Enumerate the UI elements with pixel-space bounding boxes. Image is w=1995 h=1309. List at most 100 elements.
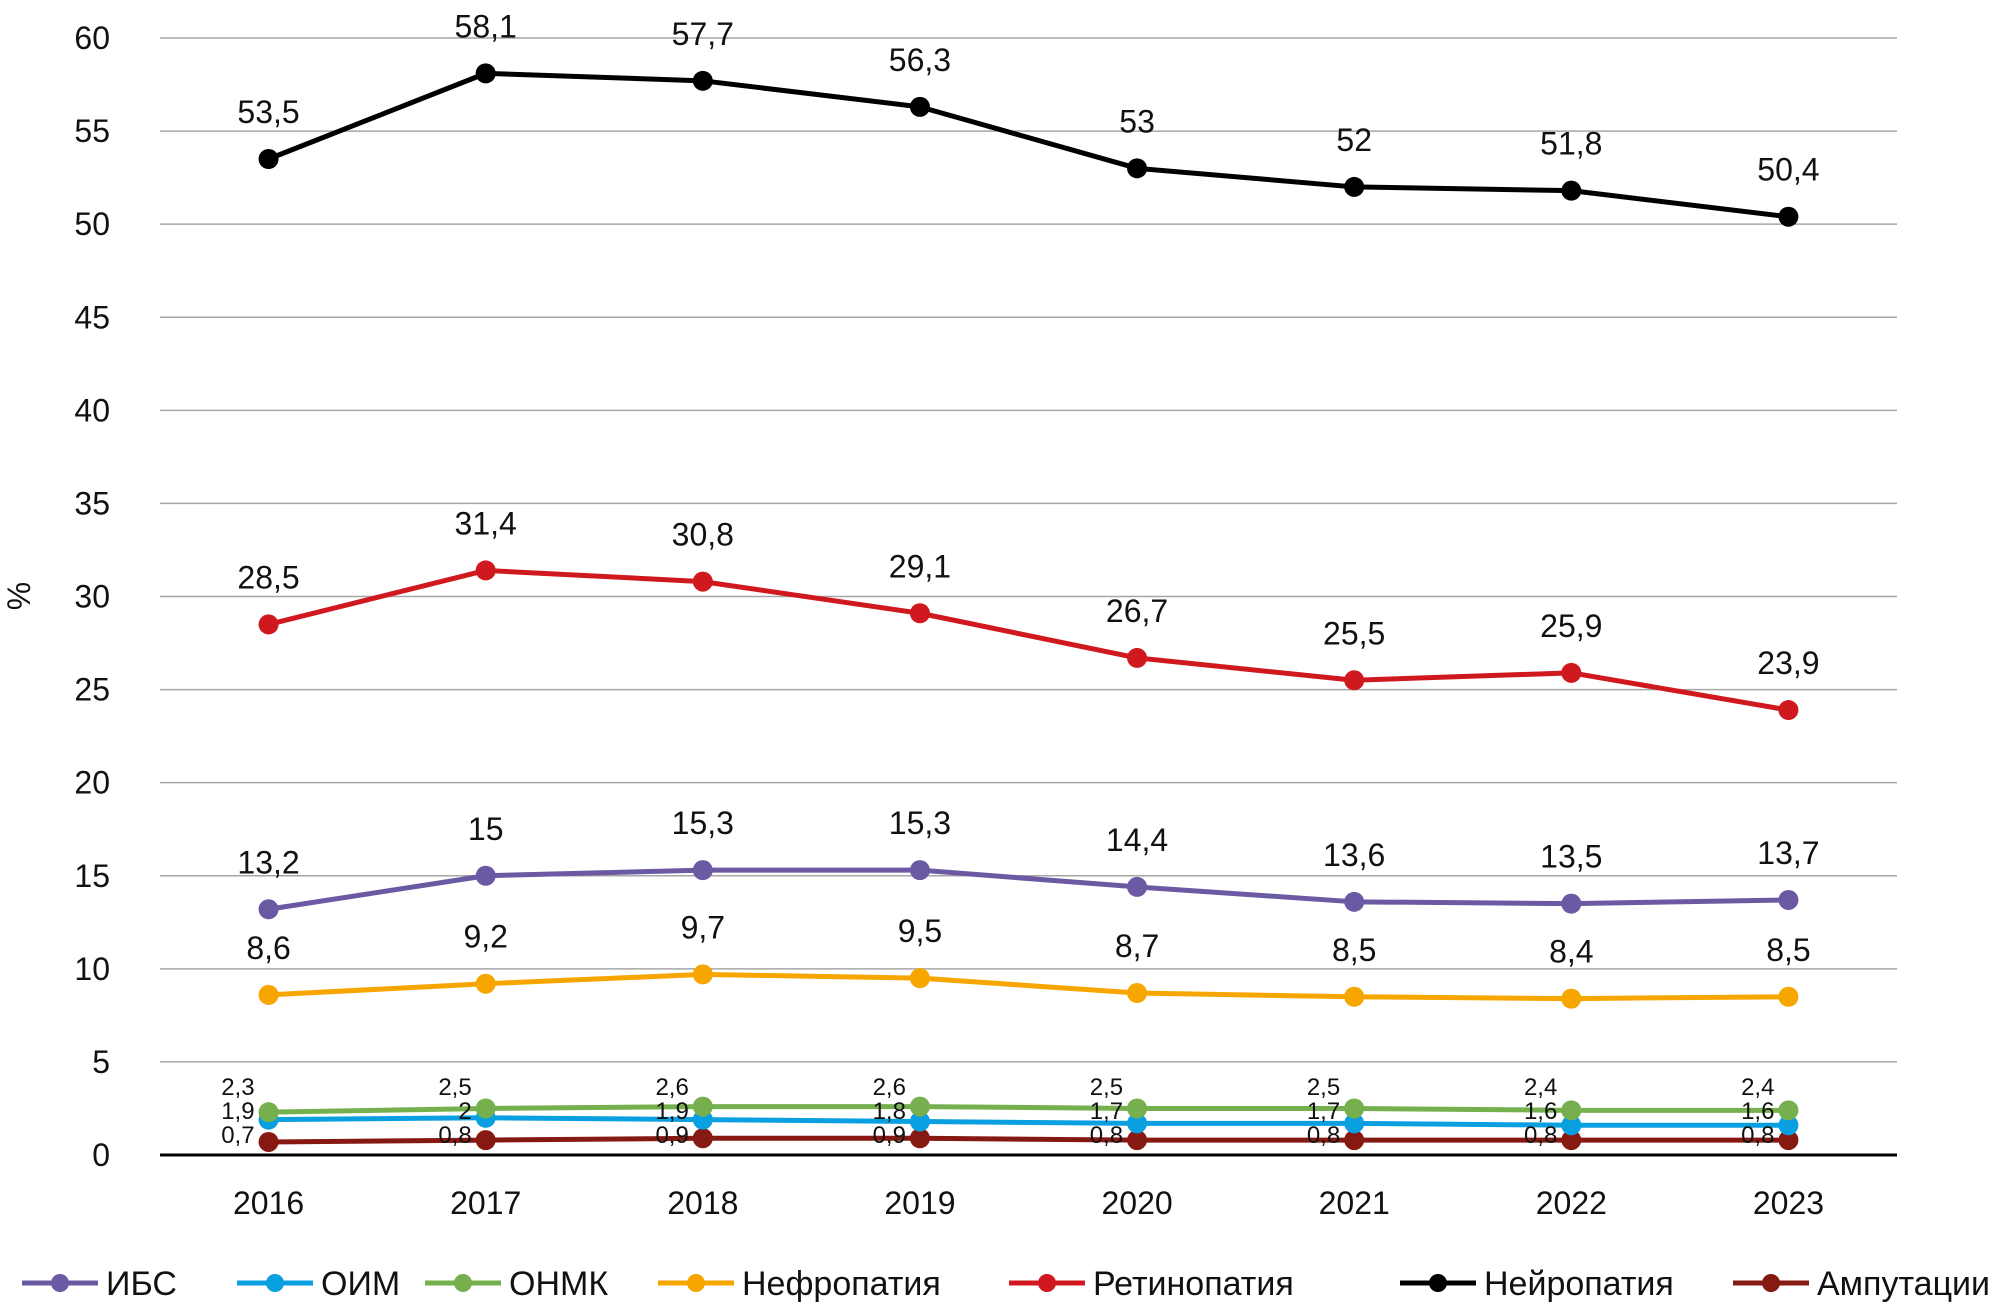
y-tick-label: 40 (74, 392, 110, 428)
legend-item-Ретинопатия: Ретинопатия (1009, 1265, 1294, 1303)
series-line-ИБС (268, 867, 1789, 912)
y-tick-label: 55 (74, 113, 110, 149)
legend-label: ОИМ (321, 1265, 400, 1303)
data-point (909, 1096, 930, 1117)
data-point (909, 860, 930, 881)
data-label: 25,5 (1323, 615, 1385, 651)
data-label: 2,5 (438, 1074, 471, 1101)
data-label: 13,6 (1323, 837, 1385, 873)
data-label: 15,3 (889, 805, 951, 841)
y-tick-label: 5 (92, 1044, 110, 1080)
data-label: 8,7 (1115, 928, 1159, 964)
data-label: 9,5 (898, 913, 942, 949)
data-label: 25,9 (1540, 608, 1602, 644)
data-label: 2,6 (873, 1074, 906, 1101)
data-label: 1,8 (873, 1098, 906, 1125)
y-tick-label: 0 (92, 1137, 110, 1173)
data-label: 1,6 (1524, 1098, 1557, 1125)
data-point (258, 614, 279, 635)
data-label: 28,5 (237, 559, 299, 595)
data-label: 2,5 (1090, 1074, 1123, 1101)
data-point (475, 63, 496, 84)
data-point (1778, 986, 1799, 1007)
data-label: 0,8 (1524, 1122, 1557, 1149)
data-point (258, 149, 279, 170)
legend-marker-icon (687, 1274, 705, 1292)
data-point (1561, 988, 1582, 1009)
data-point (1344, 891, 1365, 912)
data-label: 0,9 (655, 1122, 688, 1149)
data-label: 13,5 (1540, 839, 1602, 875)
gridlines (160, 37, 1897, 1157)
data-label: 1,6 (1741, 1098, 1774, 1125)
data-label: 30,8 (672, 517, 734, 553)
data-label: 0,9 (873, 1122, 906, 1149)
data-label: 2,4 (1741, 1074, 1774, 1101)
y-tick-label: 15 (74, 858, 110, 894)
series-line-Нефропатия (268, 971, 1789, 1002)
data-label: 8,5 (1766, 932, 1810, 968)
data-point (1344, 1130, 1365, 1151)
legend-item-Нефропатия: Нефропатия (658, 1265, 941, 1303)
data-label: 50,4 (1757, 152, 1819, 188)
y-axis-ticks: 0 5 10 15 20 25 30 35 40 45 50 55 60 (74, 20, 110, 1173)
data-label: 51,8 (1540, 126, 1602, 162)
data-label: 53 (1119, 103, 1155, 139)
data-label: 13,7 (1757, 835, 1819, 871)
x-tick-label: 2021 (1319, 1185, 1390, 1221)
y-axis-label: % (1, 582, 37, 610)
y-tick-label: 20 (74, 765, 110, 801)
data-point (692, 964, 713, 985)
legend-label: Ретинопатия (1093, 1265, 1294, 1303)
x-tick-label: 2016 (233, 1185, 304, 1221)
data-label: 29,1 (889, 548, 951, 584)
data-label: 53,5 (237, 94, 299, 130)
data-point (475, 973, 496, 994)
data-point (1344, 1098, 1365, 1119)
data-label: 2,3 (221, 1074, 254, 1101)
data-label: 8,6 (246, 930, 290, 966)
x-tick-label: 2020 (1101, 1185, 1172, 1221)
legend-item-ИБС: ИБС (22, 1265, 177, 1303)
legend-label: Ампутации (1817, 1265, 1990, 1303)
data-label: 8,4 (1549, 934, 1593, 970)
data-point (1778, 700, 1799, 721)
y-tick-label: 60 (74, 20, 110, 56)
data-label: 23,9 (1757, 645, 1819, 681)
data-point (1344, 1113, 1365, 1134)
data-label: 2,5 (1307, 1074, 1340, 1101)
y-tick-label: 25 (74, 672, 110, 708)
data-label: 1,9 (221, 1098, 254, 1125)
data-label: 0,7 (221, 1122, 254, 1149)
data-point (1778, 1130, 1799, 1151)
data-label: 31,4 (455, 505, 517, 541)
y-tick-label: 35 (74, 485, 110, 521)
series-line-ОНМК (268, 1104, 1789, 1115)
data-point (1127, 1130, 1148, 1151)
series-lines (258, 63, 1799, 1152)
data-label: 15,3 (672, 805, 734, 841)
legend-label: ОНМК (509, 1265, 608, 1303)
data-label: 52 (1336, 122, 1372, 158)
x-axis-ticks: 2016 2017 2018 2019 2020 2021 2022 2023 (233, 1185, 1824, 1221)
series-line-Ретинопатия (267, 567, 1789, 713)
data-point (1778, 889, 1799, 910)
data-label: 26,7 (1106, 593, 1168, 629)
data-label: 2,6 (655, 1074, 688, 1101)
data-point (258, 899, 279, 920)
legend-label: Нейропатия (1484, 1265, 1674, 1303)
data-point (909, 968, 930, 989)
data-label: 8,5 (1332, 932, 1376, 968)
data-label: 1,9 (655, 1098, 688, 1125)
series-line-ОИМ (268, 1115, 1789, 1128)
legend-marker-icon (1038, 1274, 1056, 1292)
data-label: 2 (458, 1098, 471, 1125)
data-point (692, 571, 713, 592)
x-tick-label: 2017 (450, 1185, 521, 1221)
x-tick-label: 2018 (667, 1185, 738, 1221)
legend-label: ИБС (106, 1265, 177, 1303)
data-point (692, 1096, 713, 1117)
data-point (909, 1111, 930, 1132)
data-label: 2,4 (1524, 1074, 1557, 1101)
data-label: 1,7 (1307, 1098, 1340, 1125)
